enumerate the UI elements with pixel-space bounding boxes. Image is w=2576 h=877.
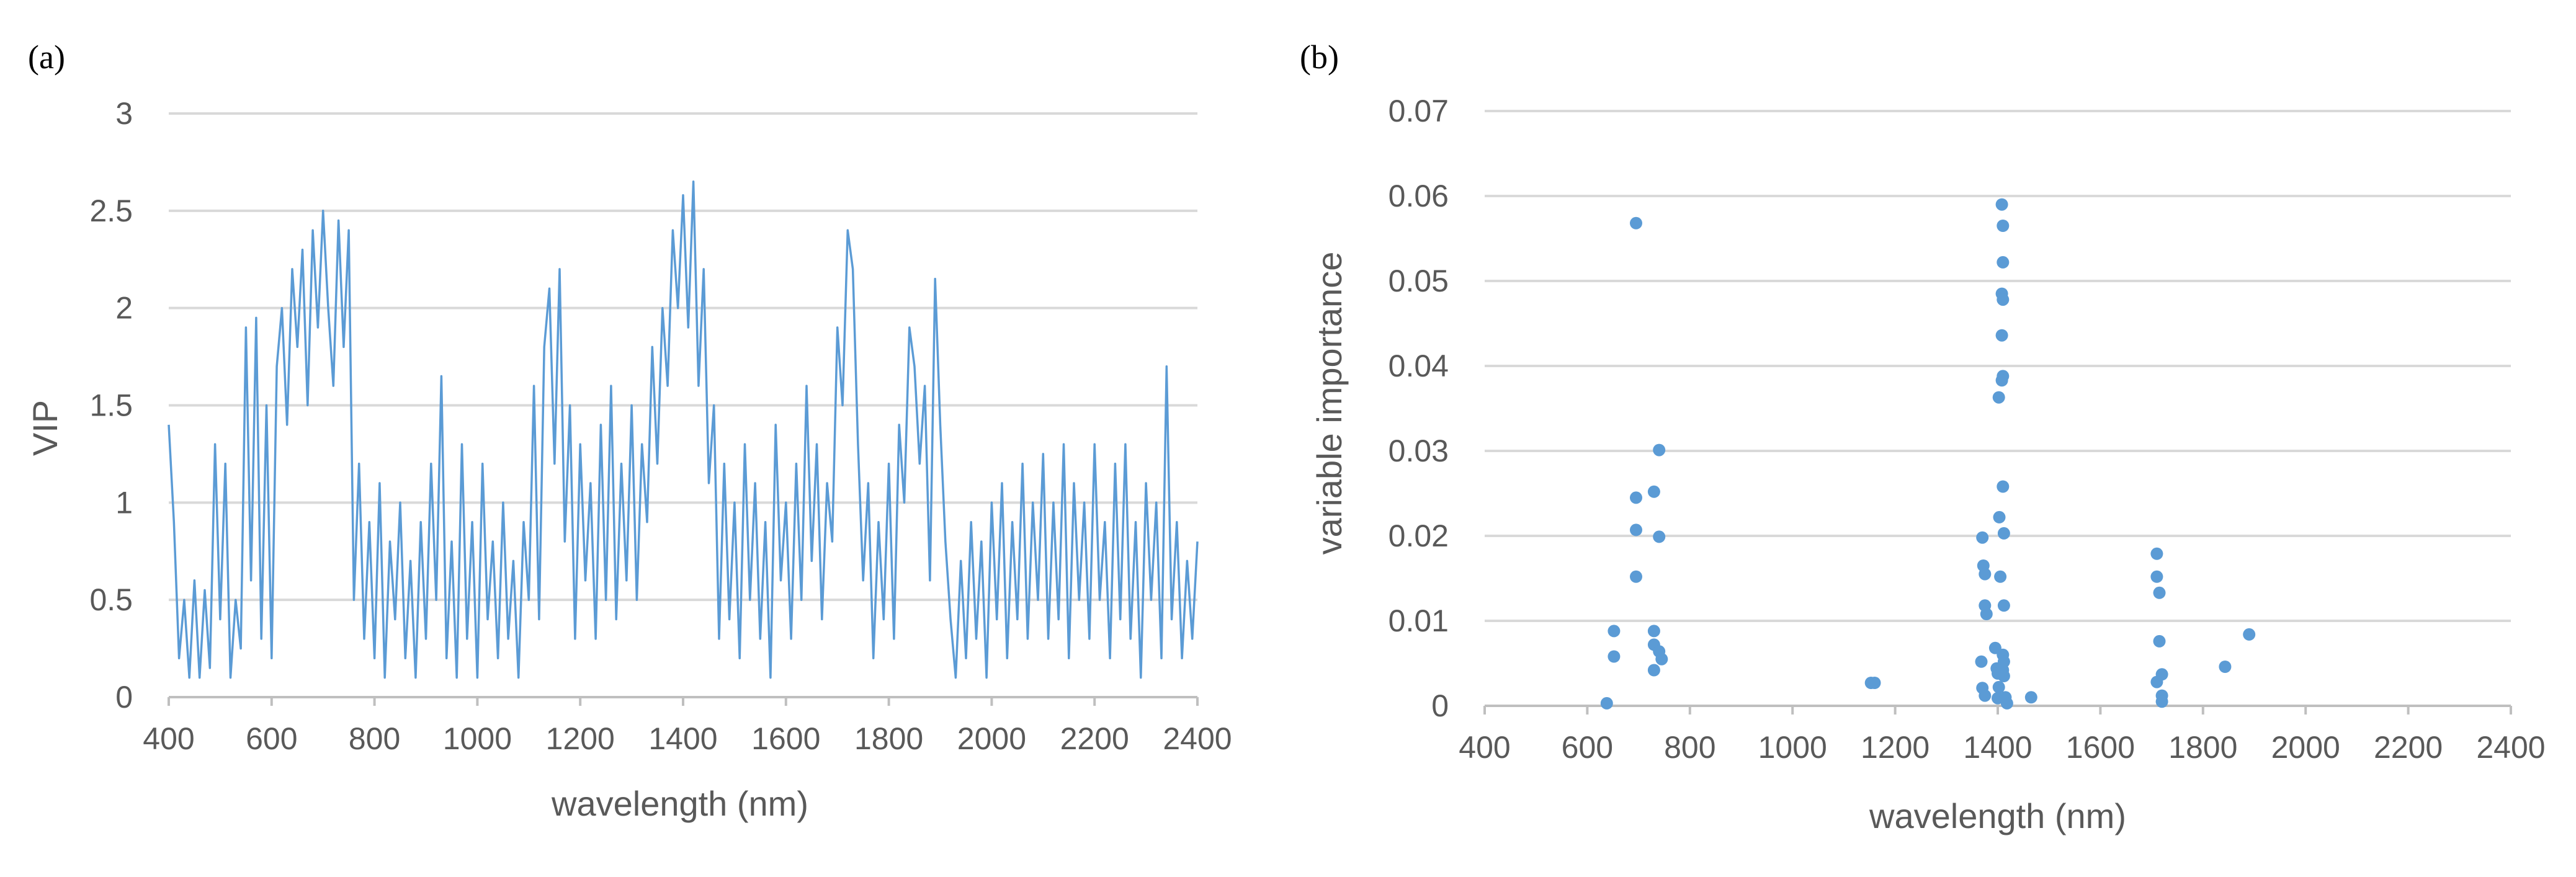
- scatter-point: [1647, 625, 1660, 638]
- scatter-point: [1994, 570, 2007, 583]
- a-x-tick-label: 800: [349, 721, 400, 756]
- b-y-tick-label: 0.02: [1389, 519, 1449, 553]
- b-x-tick-label: 1600: [2066, 730, 2135, 765]
- b-x-tick-label: 1400: [1963, 730, 2032, 765]
- a-x-tick-label: 400: [143, 721, 194, 756]
- b-x-tick-label: 800: [1664, 730, 1715, 765]
- panel-a-x-axis-title: wavelength (nm): [551, 784, 808, 823]
- a-x-tick-label: 2200: [1060, 721, 1129, 756]
- scatter-point: [1995, 329, 2008, 342]
- scatter-point: [2024, 691, 2037, 704]
- panel-b-variable-importance-scatter: (b) 0 0.01 0.02 0.03 0.04 0.05 0.06 0.07 400 600…: [1300, 38, 2546, 835]
- scatter-point: [1976, 531, 1989, 544]
- b-y-tick-label: 0.07: [1389, 94, 1449, 128]
- panel-b-label: (b): [1300, 38, 1339, 76]
- a-y-tick-label: 2: [115, 291, 133, 326]
- a-x-tick-label: 1200: [546, 721, 615, 756]
- scatter-point: [2219, 661, 2232, 673]
- b-y-tick-label: 0.05: [1389, 264, 1449, 298]
- scatter-point: [2153, 634, 2166, 648]
- scatter-point: [1980, 608, 1993, 620]
- scatter-point: [1653, 443, 1666, 456]
- scatter-point: [1995, 374, 2008, 387]
- scatter-point: [1647, 664, 1660, 677]
- a-y-tick-label: 0: [115, 680, 133, 715]
- scatter-point: [2150, 570, 2163, 583]
- scatter-point: [1995, 198, 2008, 211]
- scatter-point: [1630, 570, 1642, 583]
- b-x-tick-label: 1200: [1861, 730, 1930, 765]
- scatter-point: [2155, 695, 2168, 708]
- a-x-tick-label: 1400: [648, 721, 717, 756]
- scatter-point: [1979, 689, 1992, 702]
- panel-b-x-axis-title: wavelength (nm): [1869, 796, 2126, 835]
- scatter-point: [1992, 680, 2005, 693]
- b-x-tick-label: 2000: [2271, 730, 2340, 765]
- scatter-point: [1997, 480, 2010, 493]
- a-y-tick-label: 0.5: [89, 582, 133, 617]
- a-y-tick-label: 3: [115, 96, 133, 131]
- b-x-tick-label: 1000: [1758, 730, 1827, 765]
- scatter-point: [1630, 491, 1642, 504]
- panel-b-y-axis-title: variable importance: [1310, 252, 1349, 555]
- scatter-point: [2000, 697, 2013, 710]
- scatter-point: [1997, 220, 2010, 232]
- scatter-point: [1608, 650, 1621, 663]
- a-x-tick-label: 600: [246, 721, 297, 756]
- panel-a-label: (a): [28, 38, 65, 76]
- scatter-point: [1993, 510, 2006, 523]
- scatter-point: [1997, 293, 2010, 306]
- scatter-point: [1992, 391, 2005, 404]
- scatter-point: [1655, 652, 1668, 666]
- scatter-point: [1630, 216, 1642, 229]
- b-y-tick-label: 0.04: [1389, 349, 1449, 383]
- scatter-point: [1868, 677, 1881, 689]
- scatter-point: [1600, 697, 1613, 710]
- scatter-point: [2150, 547, 2163, 560]
- scatter-point: [1979, 568, 1992, 581]
- b-x-tick-label: 1800: [2168, 730, 2237, 765]
- vip-series-line: [168, 180, 1199, 679]
- scatter-point: [2150, 675, 2163, 688]
- a-x-tick-label: 1000: [443, 721, 512, 756]
- a-y-tick-label: 2.5: [89, 194, 133, 228]
- scatter-point: [1653, 530, 1666, 543]
- a-x-tick-label: 2000: [957, 721, 1026, 756]
- a-y-tick-label: 1.5: [89, 388, 133, 423]
- b-x-tick-label: 2200: [2374, 730, 2443, 765]
- scatter-point: [1630, 523, 1642, 536]
- a-x-tick-label: 1600: [751, 721, 820, 756]
- scatter-point: [1997, 670, 2010, 682]
- scatter-point: [1608, 625, 1621, 638]
- b-y-tick-label: 0.01: [1389, 603, 1449, 638]
- a-y-tick-label: 1: [115, 485, 133, 520]
- b-x-tick-label: 400: [1459, 730, 1510, 765]
- scatter-point: [1975, 655, 1988, 668]
- panel-a-y-axis-title: VIP: [25, 400, 65, 456]
- b-y-tick-label: 0.03: [1389, 434, 1449, 468]
- scatter-point: [1997, 599, 2010, 612]
- b-y-tick-label: 0.06: [1389, 179, 1449, 213]
- scatter-point: [1997, 527, 2010, 540]
- panel-a-vip-line-chart: (a) 0 0.5 1 1.5 2 2.5 3 400 600 800 1000 1200 1400 1…: [25, 38, 1232, 823]
- b-y-tick-label: 0: [1431, 688, 1449, 723]
- a-x-tick-label: 2400: [1163, 721, 1232, 756]
- scatter-point: [1997, 256, 2010, 269]
- a-x-tick-label: 1800: [854, 721, 923, 756]
- b-x-tick-label: 600: [1562, 730, 1613, 765]
- scatter-point: [2243, 628, 2256, 641]
- scatter-point: [2153, 586, 2166, 599]
- scatter-point: [1647, 485, 1660, 498]
- b-x-tick-label: 2400: [2476, 730, 2545, 765]
